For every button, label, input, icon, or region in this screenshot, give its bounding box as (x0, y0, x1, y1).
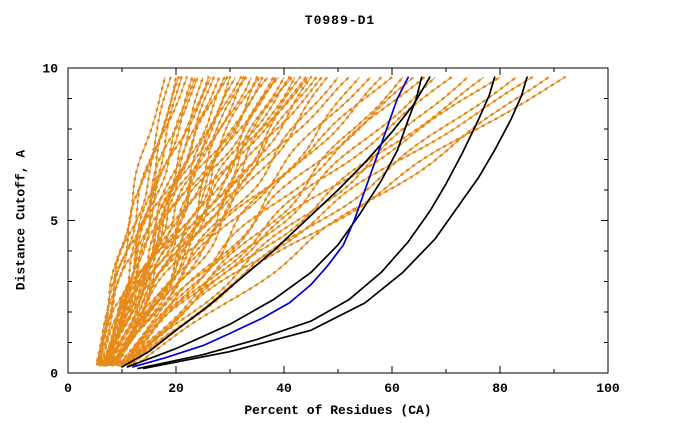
ensemble-curve-markers (119, 76, 437, 367)
y-tick-label: 10 (42, 62, 58, 77)
x-tick-label: 60 (384, 381, 400, 396)
ensemble-curve-markers (108, 76, 296, 367)
ensemble-curve-markers (97, 76, 229, 367)
ensemble-curve-markers (119, 76, 383, 367)
chart-title: T0989-D1 (304, 13, 376, 28)
ensemble-curve-markers (98, 76, 213, 367)
x-tick-label: 100 (596, 381, 620, 396)
ensemble-curve-markers (109, 76, 313, 367)
ensemble-curve-markers (105, 76, 280, 367)
ensemble-curve-markers (116, 76, 340, 367)
ensemble-curve-markers (114, 76, 302, 367)
ensemble-curve-markers (99, 76, 167, 367)
ensemble-curve-markers (114, 76, 372, 367)
ensemble-curve (126, 76, 452, 366)
x-tick-label: 0 (64, 381, 72, 396)
ensemble-curve-markers (106, 76, 248, 367)
ensemble-curve-markers (96, 76, 180, 367)
ensemble-curve-markers (103, 76, 253, 367)
ensemble-curve-markers (112, 76, 323, 367)
ensemble-curve-markers (117, 76, 415, 367)
ensemble-curve-markers (133, 76, 550, 367)
ensemble-curve-markers (101, 76, 269, 367)
ensemble-curve-markers (126, 76, 534, 367)
x-tick-label: 20 (168, 381, 184, 396)
x-tick-label: 80 (492, 381, 508, 396)
ensemble-curve-markers (104, 76, 291, 367)
ensemble-curve (111, 76, 309, 366)
black-model-4-curve (142, 76, 528, 370)
ensemble-curve-markers (107, 76, 210, 367)
ensemble-curve-markers (121, 76, 469, 367)
black-model-2-curve (126, 76, 423, 368)
ensemble-curve-markers (124, 76, 426, 367)
x-tick-label: 40 (276, 381, 292, 396)
ensemble-curve-markers (125, 76, 453, 367)
ensemble-curve (113, 76, 350, 366)
y-tick-label: 0 (50, 367, 58, 382)
black-model-3-curve (137, 76, 496, 370)
ensemble-curve-markers (110, 76, 294, 367)
ensemble-curve (116, 76, 393, 366)
ensemble-curve-markers (108, 76, 221, 367)
x-axis-label: Percent of Residues (CA) (244, 403, 432, 418)
ensemble-curve-markers (106, 76, 307, 367)
ensemble-curve-markers (103, 76, 278, 367)
ensemble-curve-markers (94, 76, 172, 367)
blue-model-curve (131, 76, 410, 368)
ensemble-curve (124, 76, 501, 366)
black-model-1-curve (121, 76, 431, 368)
y-tick-label: 5 (50, 214, 58, 229)
